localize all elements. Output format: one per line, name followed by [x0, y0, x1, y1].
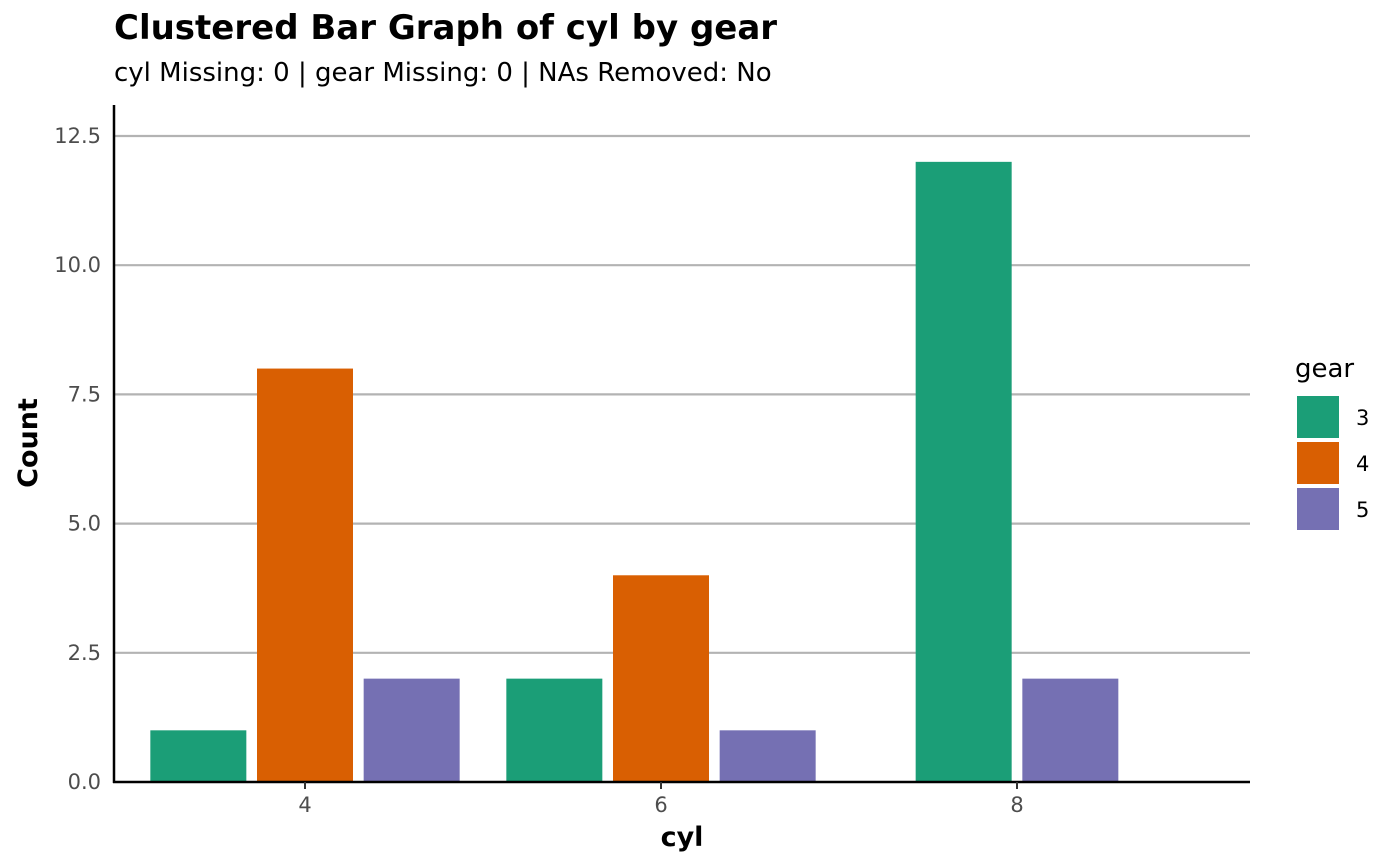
- legend-swatch-gear-5: [1297, 488, 1339, 530]
- legend-label-gear-5: 5: [1356, 498, 1369, 522]
- bar-cyl-6-gear-3: [506, 678, 603, 782]
- y-tick-labels: 0.0 2.5 5.0 7.5 10.0 12.5: [54, 124, 101, 794]
- bar-cyl-8-gear-3: [915, 161, 1012, 782]
- bar-cyl-6-gear-5: [719, 730, 816, 782]
- x-tick-labels: 4 6 8: [298, 782, 1024, 817]
- legend: gear 3 4 5: [1295, 354, 1369, 530]
- x-tick-label: 4: [298, 793, 311, 817]
- legend-title: gear: [1295, 354, 1354, 384]
- legend-label-gear-4: 4: [1356, 452, 1369, 476]
- chart-title: Clustered Bar Graph of cyl by gear: [114, 8, 778, 48]
- chart-subtitle: cyl Missing: 0 | gear Missing: 0 | NAs R…: [114, 58, 772, 88]
- bar-cyl-4-gear-4: [257, 368, 353, 782]
- bar-cyl-4-gear-3: [150, 730, 247, 782]
- y-tick-label: 5.0: [68, 512, 101, 536]
- bar-cyl-8-gear-5: [1022, 678, 1119, 782]
- legend-swatch-gear-3: [1297, 396, 1339, 438]
- x-axis-title: cyl: [661, 822, 704, 853]
- y-axis-title: Count: [13, 398, 44, 488]
- x-tick-label: 6: [654, 793, 667, 817]
- bar-cyl-6-gear-4: [613, 575, 709, 782]
- y-tick-label: 12.5: [54, 124, 101, 148]
- y-tick-label: 2.5: [68, 641, 101, 665]
- y-tick-label: 0.0: [68, 770, 101, 794]
- legend-label-gear-3: 3: [1356, 406, 1369, 430]
- legend-swatch-gear-4: [1297, 442, 1339, 484]
- x-tick-label: 8: [1010, 793, 1023, 817]
- y-tick-label: 10.0: [54, 253, 101, 277]
- y-tick-label: 7.5: [68, 382, 101, 406]
- axes: [112, 105, 1250, 784]
- bars: [150, 161, 1119, 782]
- bar-cyl-4-gear-5: [363, 678, 460, 782]
